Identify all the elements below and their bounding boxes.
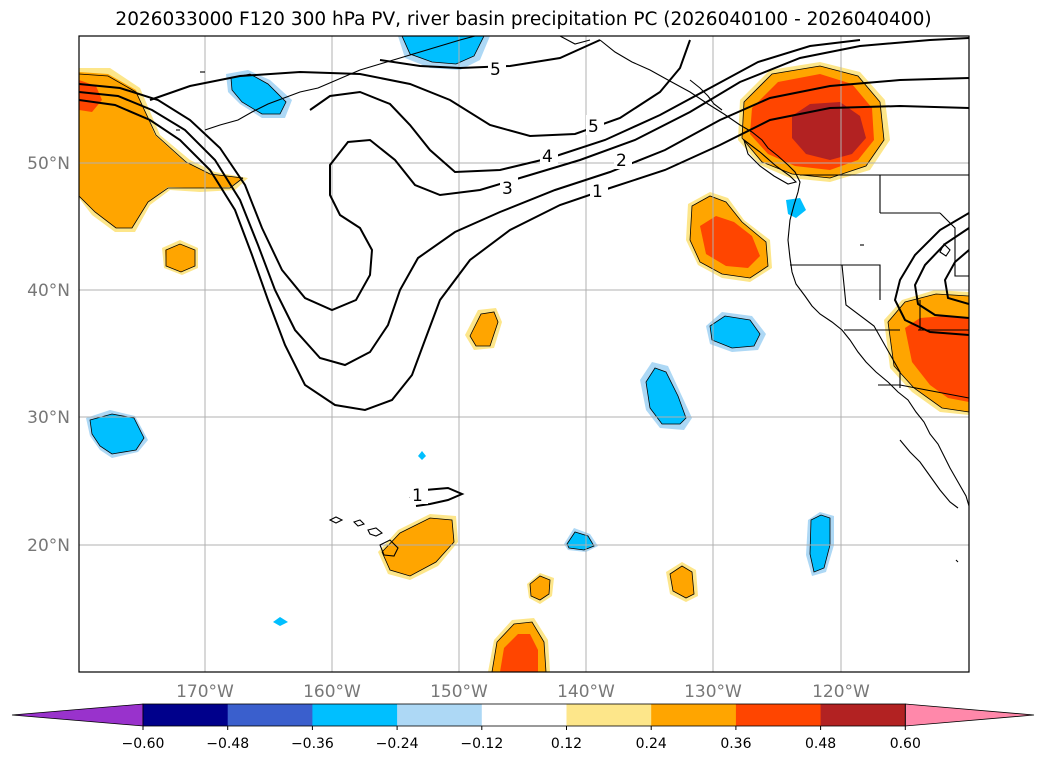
colorbar-segment (312, 704, 398, 726)
contour-labels: 5 5 4 3 2 1 1 (412, 60, 627, 506)
pv-contour-2 (79, 77, 969, 367)
colorbar-extend-low (11, 703, 144, 727)
positive-anomaly-region (905, 316, 969, 402)
colorbar-segment (143, 704, 229, 726)
lon-label: 130°W (684, 682, 742, 702)
lat-label: 40°N (27, 281, 70, 301)
colorbar-segment (397, 704, 483, 726)
lon-label: 160°W (303, 682, 361, 702)
map-plot-area: 5 5 4 3 2 1 1 (79, 36, 969, 672)
negative-anomaly-region (710, 316, 760, 348)
colorbar-tick-label: −0.60 (122, 736, 165, 752)
gridlines (79, 36, 969, 672)
colorbar-tick-label: 0.36 (720, 736, 751, 752)
positive-anomaly-region (165, 244, 195, 272)
colorbar-tick-label: 0.24 (636, 736, 667, 752)
pv-contour-1 (79, 99, 969, 412)
negative-anomaly-region (810, 515, 830, 572)
contour-label: 1 (412, 486, 423, 506)
positive-anomaly-region (700, 216, 760, 268)
pv-contour-5 (379, 39, 601, 70)
negative-anomaly-region (646, 368, 686, 424)
colorbar-tick-label: 0.60 (890, 736, 921, 752)
colorbar-segment (566, 704, 652, 726)
contour-label: 1 (592, 182, 603, 202)
negative-anomaly-region (402, 36, 484, 64)
pv-contour-1 (943, 249, 969, 305)
colorbar-tick-label: 0.12 (551, 736, 582, 752)
negative-anomaly-region (90, 414, 144, 454)
positive-anomaly-region (500, 634, 538, 672)
colorbar-tick-label: −0.24 (376, 736, 419, 752)
colorbar-tick-label: −0.12 (460, 736, 503, 752)
lon-label: 140°W (557, 682, 615, 702)
contour-label: 3 (502, 179, 513, 199)
positive-anomaly-region (79, 80, 102, 112)
pv-contour-3 (79, 37, 969, 312)
lon-label: 120°W (812, 682, 870, 702)
lon-label: 150°W (430, 682, 488, 702)
positive-anomaly-region (79, 72, 243, 228)
map-frame (78, 35, 970, 673)
lon-label: 170°W (176, 682, 234, 702)
colorbar: −0.60 −0.48 −0.36 −0.24 −0.12 0.12 0.24 0.36 0.4… (11, 703, 1035, 752)
negative-anomaly-region (786, 198, 806, 218)
pv-contour-5 (149, 39, 691, 138)
colorbar-segment (481, 704, 567, 726)
contour-label-masks (410, 58, 632, 504)
pv-contours (79, 37, 969, 507)
anomaly-outlines (79, 36, 969, 672)
colorbar-segment (227, 704, 313, 726)
contour-label: 5 (588, 117, 599, 137)
colorbar-segment (735, 704, 822, 726)
coastlines (176, 36, 969, 563)
map-title: 2026033000 F120 300 hPa PV, river basin … (115, 9, 932, 30)
colorbar-frame (142, 703, 906, 727)
colorbar-extend-high (904, 703, 1035, 727)
positive-anomaly-region (792, 102, 866, 160)
negative-anomaly-region (273, 617, 288, 626)
contour-label: 4 (542, 147, 553, 167)
longitude-labels: 170°W 160°W 150°W 140°W 130°W 120°W (176, 682, 870, 702)
negative-anomaly-region (231, 74, 286, 114)
pv-contour-2 (913, 227, 969, 319)
colorbar-tick-label: −0.36 (291, 736, 334, 752)
colorbar-segment (820, 704, 906, 726)
colorbar-tick-label: −0.48 (206, 736, 249, 752)
colorbar-segment (651, 704, 737, 726)
contour-label: 2 (616, 151, 627, 171)
lat-label: 20°N (27, 536, 70, 556)
positive-anomaly-region (670, 566, 694, 598)
negative-anomaly-region (418, 451, 426, 460)
positive-anomaly-region (530, 576, 550, 600)
lat-label: 50°N (27, 154, 70, 174)
pv-contour-1 (893, 212, 969, 336)
contour-label: 5 (490, 60, 501, 80)
pv-contour-4 (309, 39, 861, 174)
lat-label: 30°N (27, 408, 70, 428)
colorbar-tick-label: 0.48 (805, 736, 836, 752)
positive-anomaly-region (470, 312, 498, 346)
latitude-labels: 50°N 40°N 30°N 20°N (27, 154, 70, 556)
